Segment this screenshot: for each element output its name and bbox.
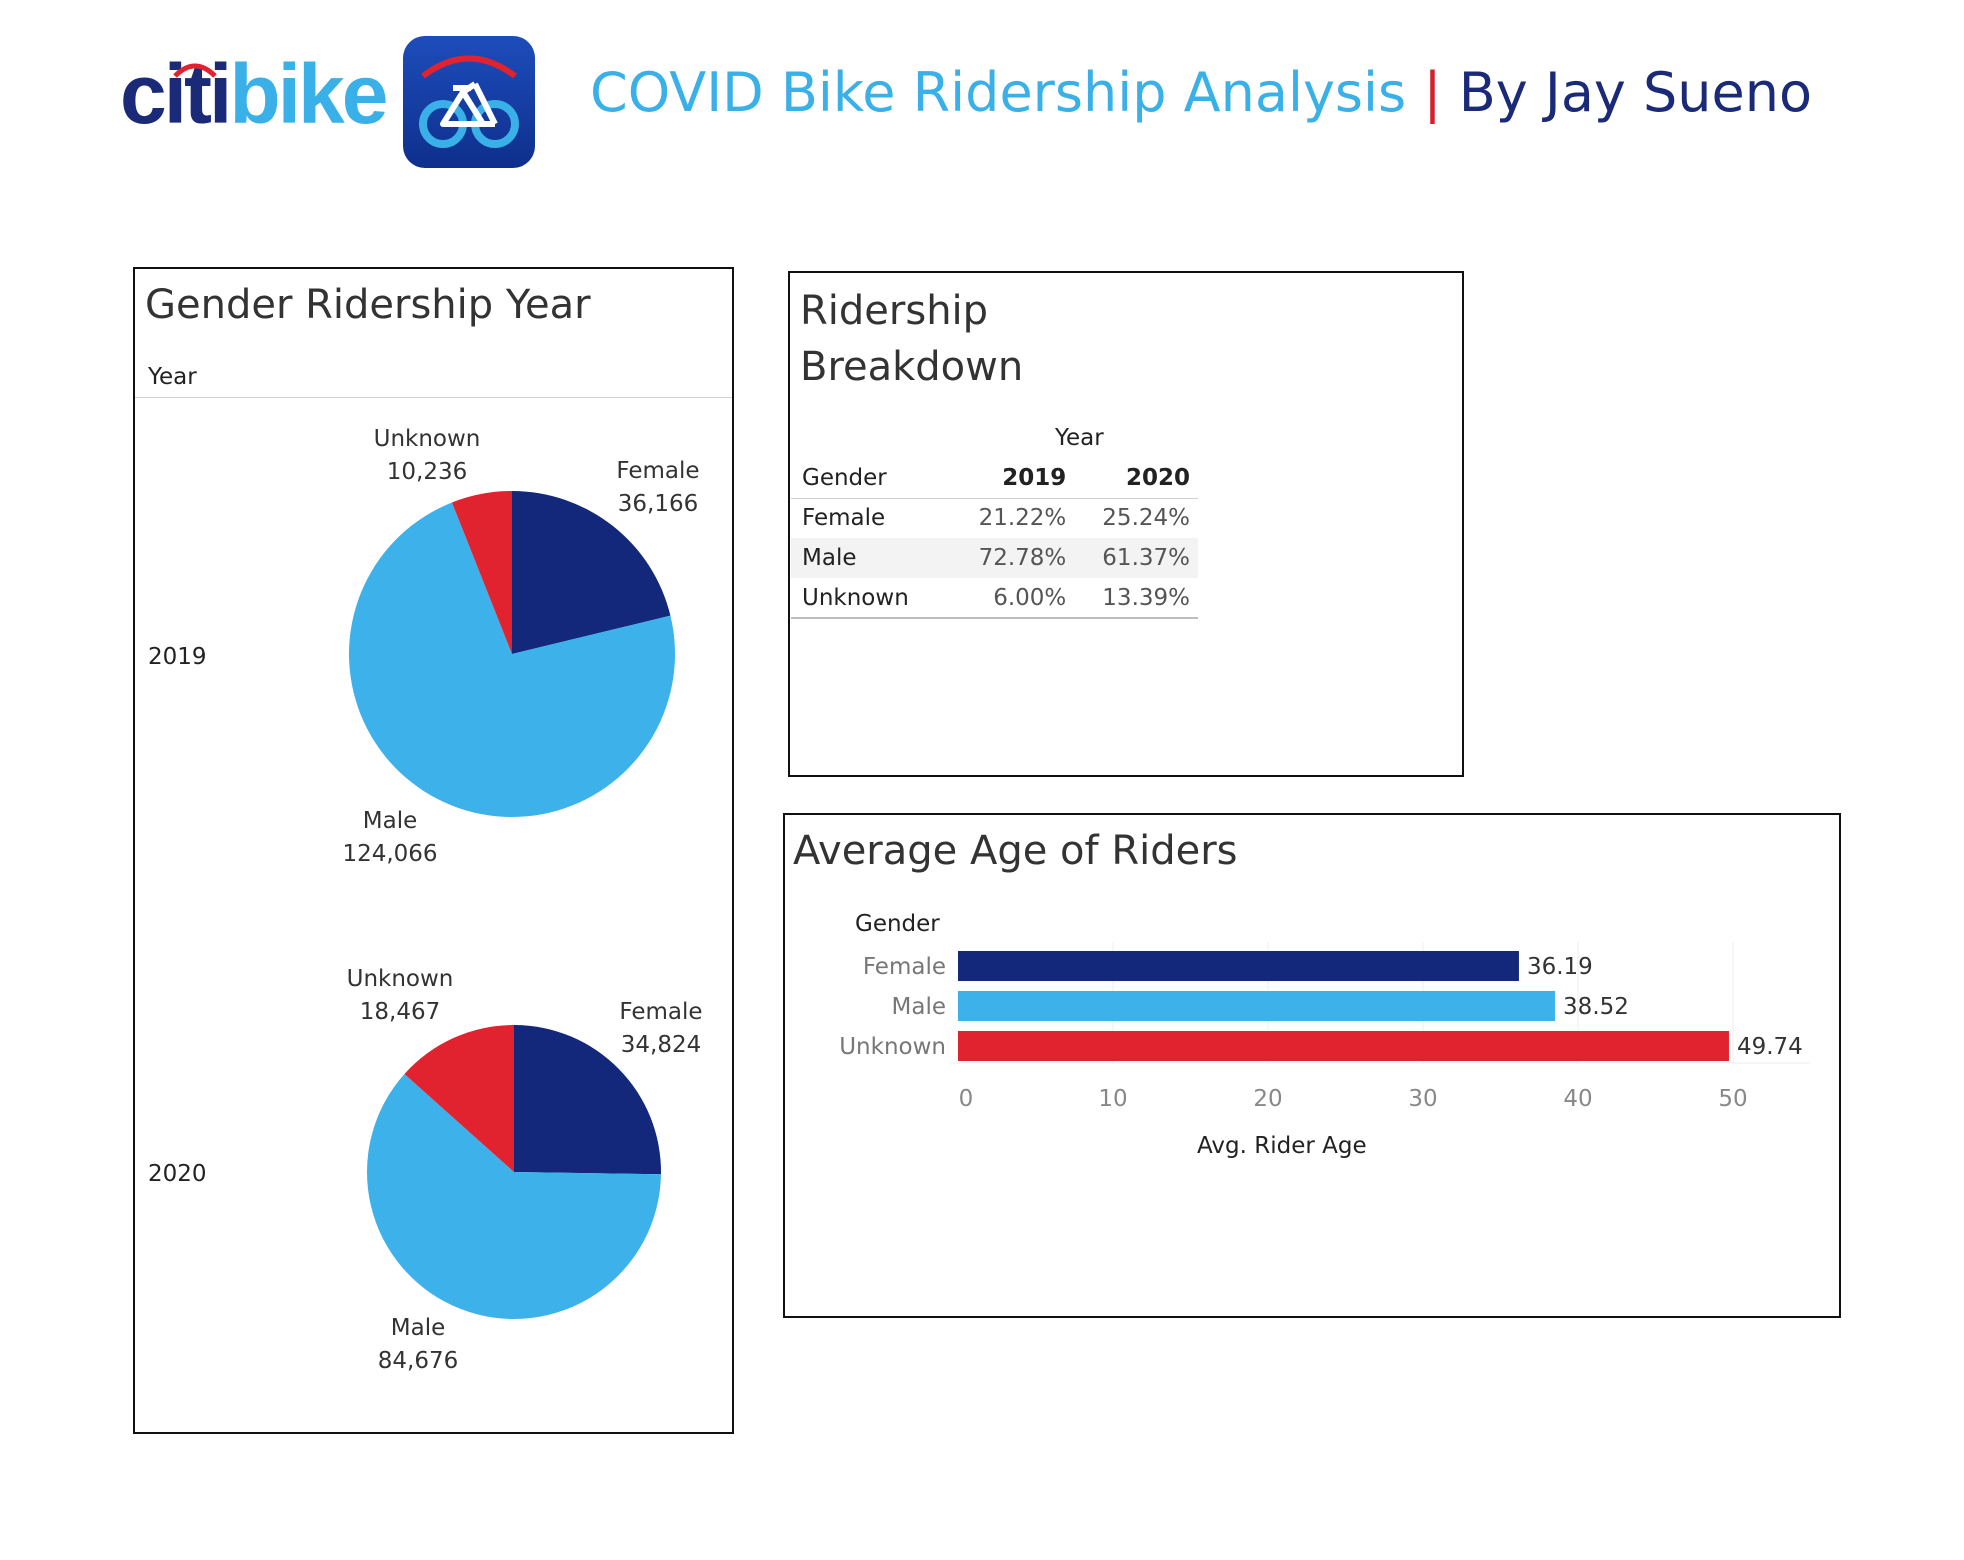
pie-2019-female-label: Female 36,166 [598, 455, 718, 521]
cell: 72.78% [978, 545, 1067, 571]
bar-male [958, 991, 1556, 1021]
slice-value: 124,066 [342, 841, 438, 867]
logo-bike-text: bike [229, 47, 388, 141]
pie-2020-male-slice [366, 1073, 661, 1320]
table-row: Unknown 6.00% 13.39% [791, 578, 1198, 618]
column-header-2020: 2020 [1125, 464, 1190, 491]
author-text: By Jay Sueno [1458, 61, 1813, 124]
pie-2019-male-slice [349, 502, 675, 817]
slice-value: 84,676 [377, 1348, 459, 1374]
table-row: Male 72.78% 61.37% [791, 538, 1198, 578]
pie-2020-unknown-label: Unknown 18,467 [330, 963, 470, 1029]
slice-name: Male [362, 808, 418, 834]
table-row: Female 21.22% 25.24% [791, 498, 1198, 538]
bike-icon [419, 55, 519, 148]
facet-label-2020: 2020 [148, 1161, 207, 1187]
x-axis-title: Avg. Rider Age [1197, 1133, 1367, 1159]
bike-app-icon [403, 36, 535, 168]
slice-name: Unknown [373, 426, 481, 452]
logo-citi-text: citi [120, 47, 232, 141]
pie-2020-unknown-slice [404, 1025, 514, 1172]
slice-name: Female [619, 999, 703, 1025]
column-group-header: Year [1055, 425, 1104, 451]
x-tick-label: 40 [1563, 1086, 1592, 1112]
panel-title: Ridership Breakdown [800, 283, 1023, 395]
category-label-female: Female [863, 954, 946, 980]
slice-value: 36,166 [617, 491, 699, 517]
slice-value: 34,824 [620, 1032, 702, 1058]
pie-2019-unknown-slice [451, 491, 512, 654]
category-header: Gender [855, 911, 940, 937]
panel-title-line1: Ridership [800, 288, 989, 334]
slice-name: Male [390, 1315, 446, 1341]
facet-header: Year [148, 364, 197, 390]
pie-2019-female-slice [512, 491, 671, 654]
x-tick-label: 50 [1718, 1086, 1747, 1112]
row-header: Gender [802, 464, 887, 491]
bar-unknown [958, 1031, 1729, 1061]
category-label-unknown: Unknown [839, 1034, 946, 1060]
dashboard-title: COVID Bike Ridership Analysis | By Jay S… [590, 66, 1812, 120]
x-tick-label: 0 [959, 1086, 974, 1112]
title-text: COVID Bike Ridership Analysis [590, 61, 1407, 124]
panel-title: Average Age of Riders [793, 828, 1238, 874]
cell: 13.39% [1102, 584, 1190, 611]
value-label-unknown: 49.74 [1737, 1034, 1803, 1060]
cell: 25.24% [1102, 505, 1190, 532]
slice-value: 10,236 [386, 459, 468, 485]
header-divider [135, 397, 732, 398]
row-label: Male [802, 545, 857, 571]
citibike-logo: citibike [120, 52, 388, 136]
pie-2020-male-label: Male 84,676 [358, 1312, 478, 1378]
row-label: Unknown [802, 584, 909, 611]
pie-2020-female-label: Female 34,824 [601, 996, 721, 1062]
slice-name: Unknown [346, 966, 454, 992]
category-label-male: Male [892, 994, 946, 1020]
bar-female [958, 951, 1519, 981]
row-label: Female [802, 505, 886, 532]
slice-value: 18,467 [359, 999, 441, 1025]
pie-2019-male-label: Male 124,066 [330, 805, 450, 871]
table-header-row: Gender 2019 2020 [791, 458, 1198, 498]
pie-2019-unknown-label: Unknown 10,236 [357, 423, 497, 489]
title-separator: | [1423, 61, 1442, 124]
logo-arc-icon [173, 63, 217, 78]
x-tick-label: 30 [1408, 1086, 1437, 1112]
ridership-breakdown-panel: Ridership Breakdown Year Gender 2019 202… [788, 271, 1464, 777]
x-tick-label: 10 [1098, 1086, 1127, 1112]
slice-name: Female [616, 458, 700, 484]
pie-2020-female-slice [514, 1025, 661, 1175]
cell: 61.37% [1102, 545, 1190, 571]
breakdown-table: Gender 2019 2020 Female 21.22% 25.24% Ma… [791, 458, 1198, 619]
panel-title: Gender Ridership Year [145, 282, 591, 328]
value-label-male: 38.52 [1563, 994, 1629, 1020]
average-age-panel: Average Age of Riders Gender Avg. Rider … [783, 813, 1841, 1318]
cell: 21.22% [978, 505, 1067, 532]
panel-title-line2: Breakdown [800, 344, 1024, 390]
cell: 6.00% [993, 584, 1067, 611]
facet-label-2019: 2019 [148, 644, 207, 670]
value-label-female: 36.19 [1527, 954, 1593, 980]
x-tick-label: 20 [1253, 1086, 1282, 1112]
column-header-2019: 2019 [1002, 464, 1067, 491]
